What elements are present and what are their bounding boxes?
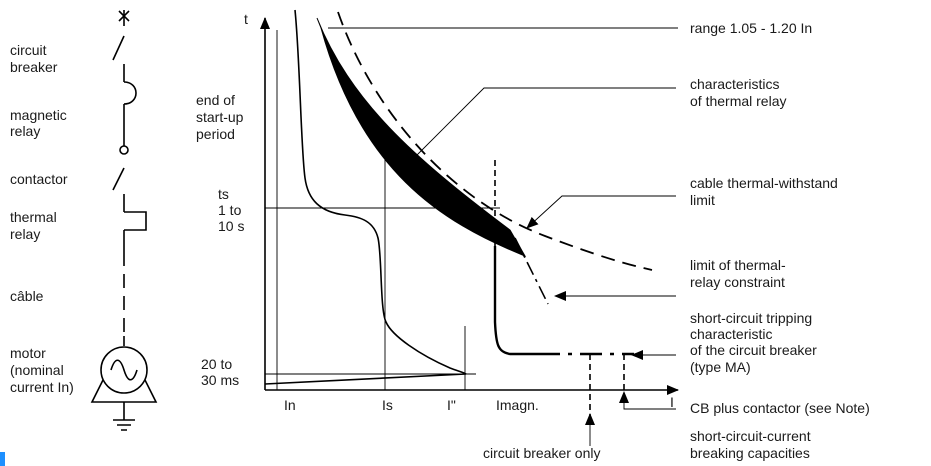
- reference-lines: [265, 27, 678, 390]
- label-circuit-breaker: circuit breaker: [10, 42, 58, 75]
- annotation-sc-tripping: short-circuit tripping characteristic of…: [690, 310, 821, 375]
- annotation-arrows: [399, 87, 676, 446]
- thermal-relay-element: [124, 211, 147, 231]
- annotation-breaking-capacities: short-circuit-current breaking capacitie…: [690, 428, 814, 461]
- tick-in: In: [284, 397, 296, 413]
- label-ts: ts 1 to 10 s: [218, 186, 245, 234]
- motor-starting-curve: [294, 9, 467, 375]
- arrow-cb-contactor: [619, 391, 676, 410]
- ground-icon: [113, 419, 135, 431]
- annotation-cb-only: circuit breaker only: [483, 445, 601, 461]
- annotation-range: range 1.05 - 1.20 In: [690, 20, 812, 36]
- left-axis-labels: end of start-up period ts 1 to 10 s 20 t…: [196, 92, 247, 388]
- tick-i-double-prime: I": [447, 397, 456, 413]
- label-thermal-relay: thermal relay: [10, 209, 61, 242]
- thermal-relay-band: [316, 17, 527, 258]
- magnetic-trip-curve: [493, 246, 538, 356]
- label-cable: câble: [10, 288, 44, 304]
- contactor-switch: [112, 167, 125, 191]
- axis-i-label: I: [670, 394, 674, 410]
- axis-t-label: t: [244, 11, 248, 27]
- starting-ramp: [264, 373, 467, 385]
- tick-is: Is: [382, 397, 393, 413]
- annotation-cb-contactor: CB plus contactor (see Note): [690, 400, 870, 416]
- label-end-of-startup: end of start-up period: [196, 92, 247, 142]
- schematic-labels: circuit breaker magnetic relay contactor…: [10, 42, 74, 395]
- label-contactor: contactor: [10, 171, 68, 187]
- relay-constraint-line: [514, 237, 549, 305]
- cable-withstand-curve: [337, 11, 653, 271]
- magnetic-relay-coil: [123, 81, 137, 105]
- annotation-relay-constraint: limit of thermal- relay constraint: [690, 257, 790, 290]
- label-motor: motor (nominal current In): [10, 345, 74, 395]
- annotation-labels: range 1.05 - 1.20 In characteristics of …: [483, 20, 870, 461]
- tick-imagn: Imagn.: [496, 397, 539, 413]
- motor-symbol: [90, 346, 158, 431]
- breaker-cross-icon: [118, 10, 130, 22]
- arrow-cable-limit: [526, 195, 676, 229]
- arrow-thermal-characteristics: [399, 87, 676, 173]
- x-tick-labels: In Is I" Imagn.: [284, 397, 539, 413]
- circuit-breaker-switch: [112, 35, 125, 61]
- annotation-thermal-characteristics: characteristics of thermal relay: [690, 76, 786, 109]
- annotation-cable-limit: cable thermal-withstand limit: [690, 175, 842, 208]
- label-magnetic-relay: magnetic relay: [10, 107, 71, 139]
- sine-wave-icon: [110, 359, 138, 381]
- label-20-30ms: 20 to 30 ms: [201, 356, 239, 388]
- chart-axes: t I: [244, 11, 679, 410]
- corner-marker: [0, 452, 5, 466]
- schematic-drawing: [90, 10, 158, 431]
- chart-curves: [264, 9, 653, 418]
